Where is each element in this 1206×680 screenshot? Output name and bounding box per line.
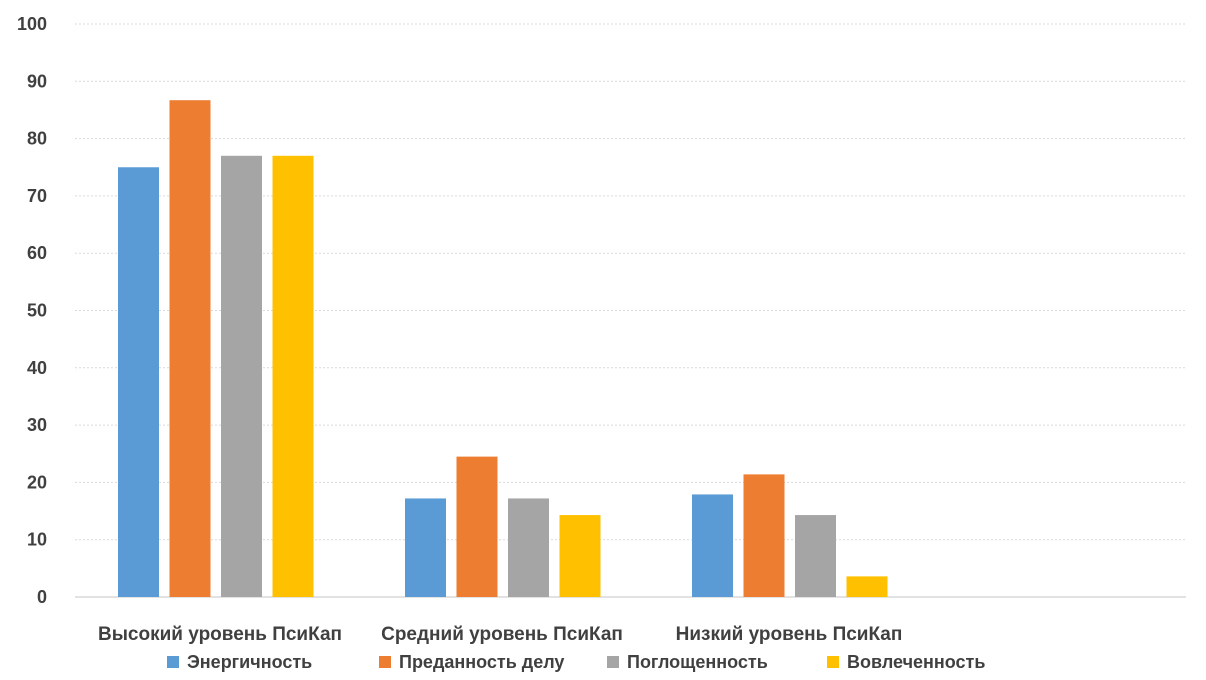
legend-swatch: [607, 656, 619, 668]
bar: [795, 515, 836, 597]
y-tick-label: 50: [27, 301, 47, 321]
legend-swatch: [827, 656, 839, 668]
bar: [846, 576, 888, 597]
bar: [743, 474, 785, 597]
bar: [508, 498, 549, 597]
y-tick-label: 0: [37, 587, 47, 607]
legend-swatch: [379, 656, 391, 668]
bars: [118, 100, 888, 598]
bar: [118, 167, 159, 597]
y-axis-ticks: 0 10 20 30 40 50 60 70 80 90 100: [17, 14, 47, 607]
legend-label: Поглощенность: [627, 652, 768, 672]
bar: [559, 515, 601, 597]
legend-label: Энергичность: [187, 652, 312, 672]
y-tick-label: 10: [27, 530, 47, 550]
legend-label: Вовлеченность: [847, 652, 985, 672]
y-tick-label: 80: [27, 129, 47, 149]
y-tick-label: 30: [27, 415, 47, 435]
bar: [272, 155, 314, 598]
x-category-label: Средний уровень ПсиКап: [381, 624, 623, 645]
legend: Энергичность Преданность делу Поглощенност…: [167, 652, 985, 672]
y-tick-label: 70: [27, 186, 47, 206]
y-tick-label: 60: [27, 243, 47, 263]
x-axis-categories: Высокий уровень ПсиКап Средний уровень Пс…: [98, 624, 902, 645]
y-tick-label: 40: [27, 358, 47, 378]
y-tick-label: 100: [17, 14, 47, 34]
bar: [221, 155, 262, 598]
x-category-label: Низкий уровень ПсиКап: [676, 624, 903, 645]
bar: [169, 100, 211, 598]
bar: [405, 498, 446, 597]
y-tick-label: 20: [27, 472, 47, 492]
legend-label: Преданность делу: [399, 652, 564, 672]
bar: [692, 494, 733, 597]
bar: [456, 456, 498, 597]
y-tick-label: 90: [27, 71, 47, 91]
legend-swatch: [167, 656, 179, 668]
x-category-label: Высокий уровень ПсиКап: [98, 624, 342, 645]
